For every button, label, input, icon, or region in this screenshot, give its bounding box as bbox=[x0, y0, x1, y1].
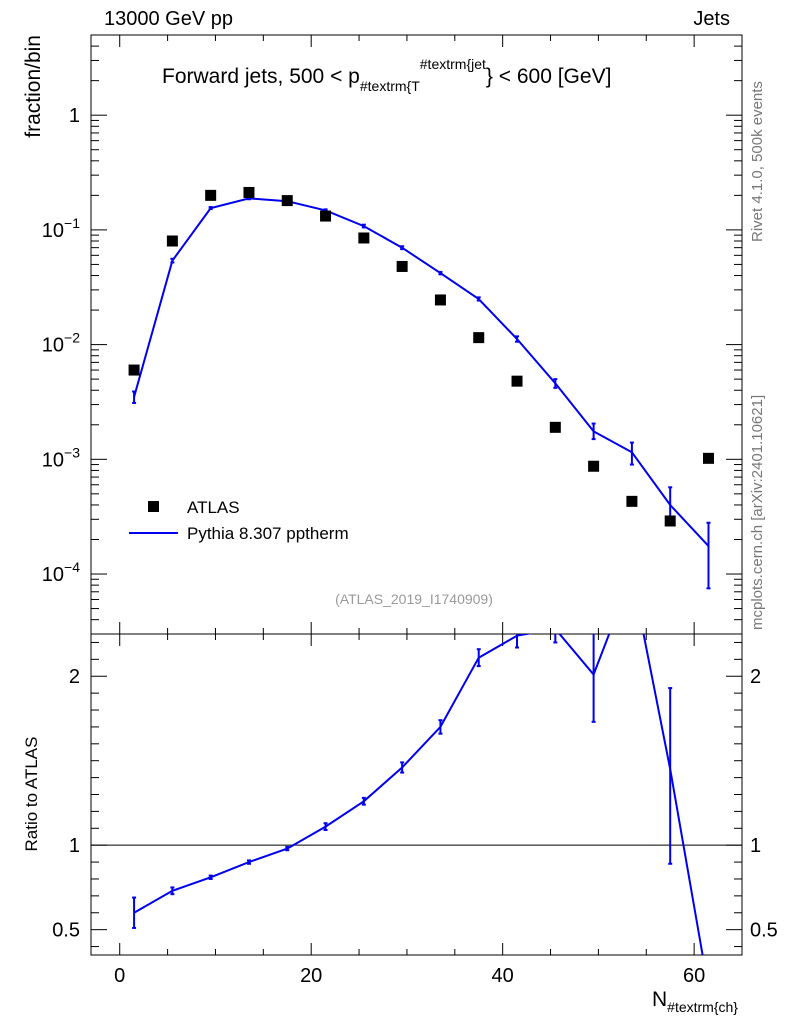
ratio-y-tick-label-right: 2 bbox=[750, 666, 761, 688]
ratio-panel-marks bbox=[91, 634, 742, 955]
main-y-tick-label: 10−2 bbox=[42, 330, 80, 357]
ratio-y-tick-label-left: 1 bbox=[69, 835, 80, 857]
pythia-series-line bbox=[133, 197, 710, 547]
jets-label: Jets bbox=[693, 8, 730, 30]
title-suffix: } < 600 [GeV] bbox=[486, 65, 612, 88]
analysis-watermark: (ATLAS_2019_I1740909) bbox=[335, 591, 493, 607]
atlas-data-point bbox=[166, 235, 178, 247]
title-prefix: Forward jets, 500 < p bbox=[162, 65, 360, 88]
tick-exponent: −1 bbox=[64, 215, 80, 231]
ratio-y-tick-label-left: 0.5 bbox=[52, 920, 80, 942]
atlas-data-point bbox=[549, 421, 561, 433]
atlas-data-point bbox=[205, 189, 217, 201]
tick-exponent: −2 bbox=[64, 330, 80, 346]
atlas-data-point bbox=[243, 186, 255, 198]
main-panel-marks bbox=[128, 186, 714, 590]
tick-base: 10 bbox=[42, 220, 64, 242]
atlas-data-point bbox=[473, 332, 485, 344]
ratio-y-tick-label-right: 0.5 bbox=[750, 920, 778, 942]
main-y-tick-label: 10−3 bbox=[42, 444, 80, 471]
atlas-data-point bbox=[626, 495, 638, 507]
atlas-data-point bbox=[434, 294, 446, 306]
chart-title: Forward jets, 500 < p#textrm{T#textrm{je… bbox=[162, 56, 611, 94]
plot-frames bbox=[90, 34, 743, 956]
atlas-data-point bbox=[128, 364, 140, 376]
main-y-tick-label: 1 bbox=[69, 105, 80, 127]
atlas-data-point bbox=[281, 195, 293, 207]
ratio-y-tick-label-right: 1 bbox=[750, 835, 761, 857]
main-y-tick-label: 10−4 bbox=[42, 559, 80, 586]
ratio-plot-frame bbox=[90, 633, 743, 956]
title-subscript: #textrm{T bbox=[360, 78, 420, 94]
atlas-data-point bbox=[320, 210, 332, 222]
atlas-data-point bbox=[511, 375, 523, 387]
atlas-data-point bbox=[588, 460, 600, 472]
x-tick-label: 40 bbox=[492, 965, 514, 987]
x-axis-title: N#textrm{ch} bbox=[652, 988, 738, 1015]
title-superscript: #textrm{jet bbox=[420, 56, 486, 72]
atlas-data-point bbox=[702, 452, 714, 464]
tick-exponent: −3 bbox=[64, 444, 80, 460]
x-title-main: N bbox=[652, 988, 667, 1011]
tick-exponent: −4 bbox=[64, 559, 80, 575]
main-plot-frame bbox=[90, 34, 743, 635]
ratio-series-line bbox=[133, 634, 704, 955]
mcplots-reference-label: mcplots.cern.ch [arXiv:2401.10621] bbox=[749, 394, 766, 630]
legend-pythia-label: Pythia 8.307 pptherm bbox=[187, 524, 349, 543]
legend-atlas-marker bbox=[148, 501, 159, 512]
legend-atlas-label: ATLAS bbox=[187, 498, 240, 517]
atlas-data-point bbox=[664, 515, 676, 527]
tick-base: 10 bbox=[42, 335, 64, 357]
ratio-y-axis-title: Ratio to ATLAS bbox=[22, 737, 41, 852]
x-tick-label: 20 bbox=[300, 965, 322, 987]
atlas-data-point bbox=[396, 260, 408, 272]
rivet-version-label: Rivet 4.1.0, 500k events bbox=[749, 81, 766, 242]
atlas-data-point bbox=[358, 232, 370, 244]
x-tick-label: 0 bbox=[114, 965, 125, 987]
axis-ticks bbox=[91, 34, 743, 955]
tick-base: 1 bbox=[69, 105, 80, 127]
main-y-axis-title: fraction/bin bbox=[22, 35, 45, 138]
ratio-y-tick-label-left: 2 bbox=[69, 666, 80, 688]
collision-label: 13000 GeV pp bbox=[104, 8, 233, 30]
x-tick-label: 60 bbox=[683, 965, 705, 987]
tick-base: 10 bbox=[42, 449, 64, 471]
x-title-subscript: #textrm{ch} bbox=[667, 999, 738, 1015]
chart-text: Forward jets, 500 < p#textrm{T#textrm{je… bbox=[22, 35, 738, 1015]
main-y-tick-label: 10−1 bbox=[42, 215, 80, 242]
tick-base: 10 bbox=[42, 564, 64, 586]
